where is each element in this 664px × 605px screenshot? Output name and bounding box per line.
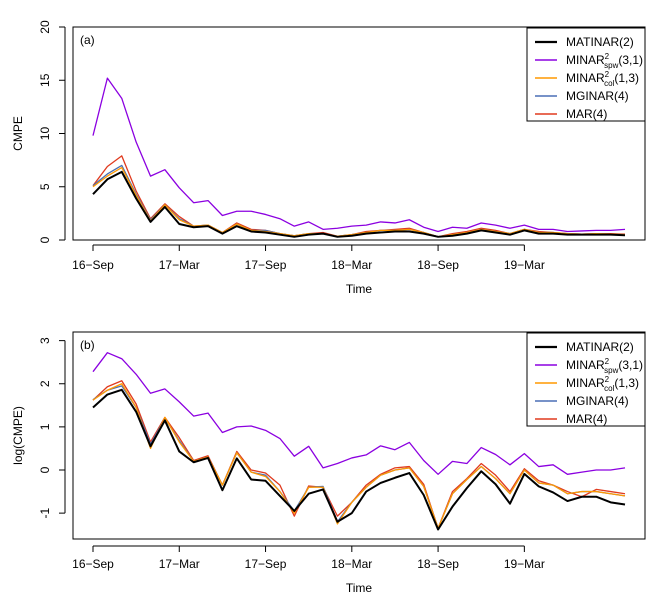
y-tick-label: 3	[38, 337, 52, 344]
x-tick-label: 19−Mar	[504, 258, 545, 272]
legend-entry-label: MINAR2 col(1,3)	[566, 70, 639, 88]
panel-b-chart: (b) -1 0 1 2 3 16−Sep 17−Mar 17−Sep 18−Mar 18−Sep 1…	[11, 331, 646, 595]
y-tick-label: -1	[38, 507, 52, 518]
legend-entry-label: MGINAR(4)	[566, 394, 629, 408]
y-tick-label: 2	[38, 380, 52, 387]
series-line-matinar-2-	[92, 388, 626, 531]
x-tick-label: 18−Mar	[331, 258, 372, 272]
legend: MATINAR(2) MINAR2 spw(3,1)MINAR2 col(1,3)MG…	[526, 332, 646, 427]
x-axis-label: Time	[346, 282, 373, 296]
series-line-minar2spw-3-1-	[92, 77, 626, 233]
legend-entry-label: MATINAR(2)	[566, 35, 634, 49]
x-tick-label: 19−Mar	[504, 557, 545, 571]
x-tick-label: 16−Sep	[72, 557, 114, 571]
panel-a-chart: (a) 0 5 10 15 20 16−Sep 17−Mar 17−Sep 18−Mar 18−Se…	[11, 20, 646, 296]
x-tick-label: 17−Mar	[159, 258, 200, 272]
legend-entry-label: MINAR2 spw(3,1)	[566, 52, 643, 70]
y-tick-label: 1	[38, 423, 52, 430]
y-axis-label: log(CMPE)	[11, 406, 25, 465]
y-tick-label: 10	[38, 127, 52, 141]
legend-box	[526, 332, 646, 427]
x-tick-label: 16−Sep	[72, 258, 114, 272]
y-tick-label: 5	[38, 183, 52, 190]
legend-entry-label: MINAR2 spw(3,1)	[566, 357, 643, 375]
series-line-minar2col-1-3-	[92, 166, 626, 238]
x-tick-label: 18−Mar	[331, 557, 372, 571]
y-tick-label: 0	[38, 236, 52, 243]
y-tick-label: 0	[38, 466, 52, 473]
legend-entry-label: MATINAR(2)	[566, 340, 634, 354]
panel-label: (b)	[80, 338, 95, 352]
x-axis-label: Time	[346, 581, 373, 595]
legend-box	[526, 27, 646, 122]
plot-frame	[72, 26, 646, 241]
x-tick-label: 18−Sep	[417, 557, 459, 571]
x-tick-label: 17−Sep	[245, 258, 287, 272]
legend-entry-label: MAR(4)	[566, 107, 607, 121]
legend-entry-label: MGINAR(4)	[566, 89, 629, 103]
legend-entry-label: MINAR2 col(1,3)	[566, 375, 639, 393]
y-tick-label: 20	[38, 20, 52, 34]
series-line-mar-4-	[92, 155, 626, 238]
plot-frame	[72, 331, 646, 540]
series-line-matinar-2-	[92, 170, 626, 238]
legend-entry-label: MAR(4)	[566, 412, 607, 426]
panel-label: (a)	[80, 33, 95, 47]
x-tick-label: 17−Mar	[159, 557, 200, 571]
series-line-mar-4-	[92, 380, 626, 529]
series-line-minar2spw-3-1-	[92, 352, 626, 475]
y-axis-label: CMPE	[11, 116, 25, 151]
x-tick-label: 17−Sep	[245, 557, 287, 571]
legend: MATINAR(2) MINAR2 spw(3,1)MINAR2 col(1,3)MG…	[526, 27, 646, 122]
y-tick-label: 15	[38, 73, 52, 87]
x-tick-label: 18−Sep	[417, 258, 459, 272]
series-line-minar2col-1-3-	[92, 383, 626, 529]
